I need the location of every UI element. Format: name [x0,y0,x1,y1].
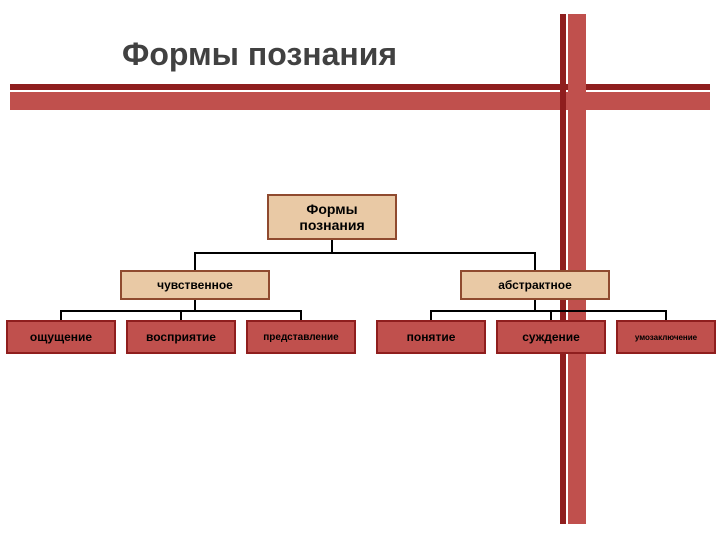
tree-connector [430,310,432,320]
tree-node-l2: восприятие [126,320,236,354]
decor-bar [568,14,586,524]
tree-connector [431,310,666,312]
decor-bar [10,92,710,110]
tree-connector [550,310,552,320]
tree-connector [300,310,302,320]
tree-connector [534,252,536,270]
tree-node-l3: представление [246,320,356,354]
decor-bar [560,14,566,524]
tree-connector [194,300,196,310]
tree-node-l4: понятие [376,320,486,354]
decor-bar [10,84,710,90]
tree-node-abstract: абстрактное [460,270,610,300]
tree-connector [195,252,535,254]
tree-node-root: Формы познания [267,194,397,240]
tree-connector [180,310,182,320]
tree-connector [60,310,62,320]
tree-connector [665,310,667,320]
tree-node-l1: ощущение [6,320,116,354]
tree-connector [331,240,333,252]
tree-connector [534,300,536,310]
tree-node-l6: умозаключение [616,320,716,354]
tree-connector [194,252,196,270]
slide-title: Формы познания [122,36,397,73]
tree-node-l5: суждение [496,320,606,354]
tree-node-sense: чувственное [120,270,270,300]
